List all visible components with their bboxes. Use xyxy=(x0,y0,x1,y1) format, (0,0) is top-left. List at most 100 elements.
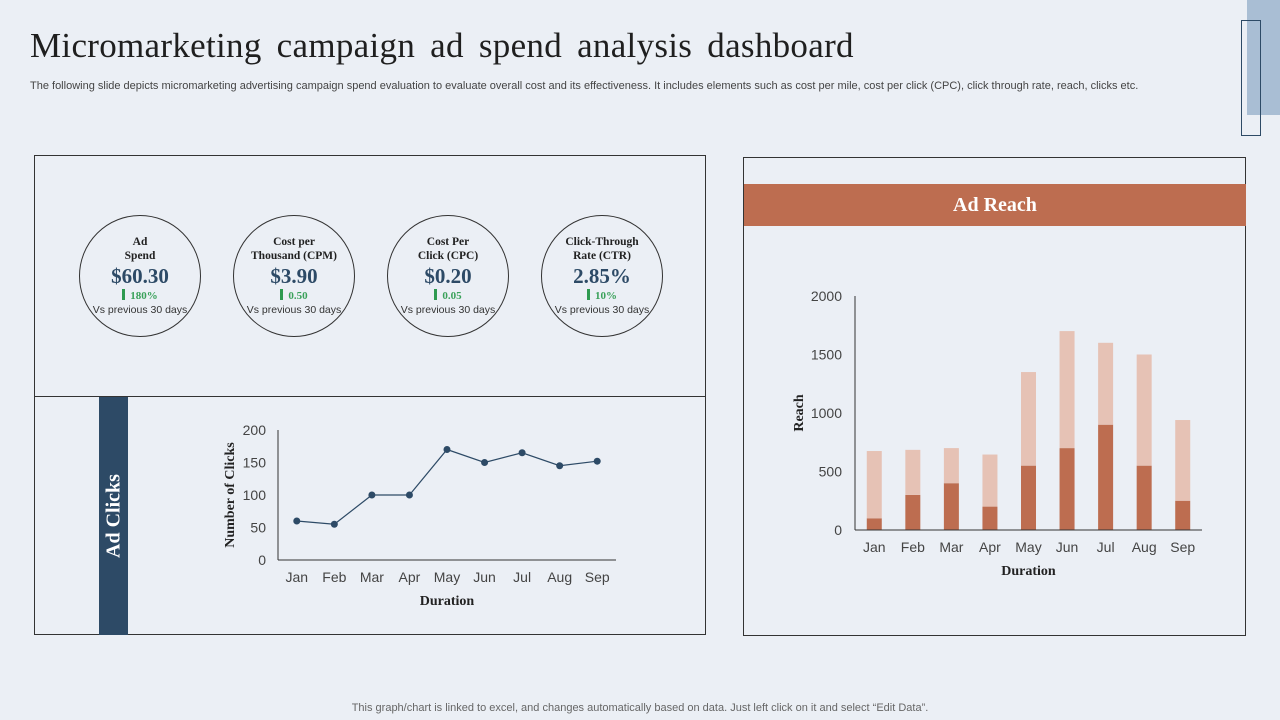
kpi-compare: Vs previous 30 days xyxy=(246,304,342,316)
up-arrow-icon xyxy=(122,289,126,300)
x-tick-label: Feb xyxy=(901,539,925,555)
corner-decoration-fill xyxy=(1247,0,1280,115)
up-arrow-icon xyxy=(587,289,590,300)
clicks-data-point xyxy=(443,446,451,453)
page-title: Micromarketing campaign ad spend analysi… xyxy=(30,26,854,65)
clicks-data-point xyxy=(593,457,601,465)
x-tick-label: Apr xyxy=(399,569,421,585)
kpi-cpm: Cost per Thousand (CPM) $3.90 0.50 Vs pr… xyxy=(233,215,355,337)
y-tick-label: 1000 xyxy=(811,405,842,421)
kpi-label: Click-Through Rate (CTR) xyxy=(542,235,662,263)
kpi-label: Cost Per Click (CPC) xyxy=(388,235,508,263)
kpi-label: Cost per Thousand (CPM) xyxy=(234,235,354,263)
y-axis-title: Number of Clicks xyxy=(223,442,238,548)
reach-bar-segment-light xyxy=(1098,342,1114,425)
clicks-data-point xyxy=(368,491,376,499)
kpi-label-line1: Cost Per xyxy=(426,236,470,248)
kpi-value: $60.30 xyxy=(111,264,169,288)
x-tick-label: May xyxy=(434,569,460,585)
y-tick-label: 0 xyxy=(834,522,842,538)
kpi-delta: 10% xyxy=(542,289,662,302)
x-tick-label: Feb xyxy=(322,569,346,585)
kpi-label-line2: Spend xyxy=(124,250,156,262)
reach-bar-segment-dark xyxy=(1098,424,1114,530)
kpi-label-line1: Cost per xyxy=(273,236,315,248)
x-tick-label: Sep xyxy=(1170,539,1195,555)
corner-decoration-outline xyxy=(1241,20,1261,136)
x-tick-label: Jan xyxy=(285,569,308,585)
clicks-data-point xyxy=(518,449,526,457)
x-tick-label: Apr xyxy=(979,539,1001,555)
y-tick-label: 2000 xyxy=(811,288,842,304)
kpi-ad-spend: Ad Spend $60.30 180% Vs previous 30 days xyxy=(79,215,201,337)
x-tick-label: Aug xyxy=(547,569,572,585)
x-tick-label: May xyxy=(1015,539,1041,555)
reach-bar-segment-light xyxy=(1021,372,1036,466)
up-arrow-icon xyxy=(434,289,438,300)
x-tick-label: Mar xyxy=(939,539,963,555)
y-tick-label: 0 xyxy=(258,552,266,568)
reach-bar-segment-light xyxy=(1059,331,1075,449)
kpi-label-line2: Click (CPC) xyxy=(417,250,479,262)
kpi-label-line2: Thousand (CPM) xyxy=(251,250,337,262)
reach-bar-segment-light xyxy=(866,451,882,519)
reach-bar-segment-dark xyxy=(1021,465,1036,530)
x-axis-title: Duration xyxy=(420,594,475,609)
x-axis-title: Duration xyxy=(1001,564,1056,579)
y-tick-label: 500 xyxy=(819,464,843,480)
x-tick-label: Jan xyxy=(863,539,886,555)
kpi-delta: 180% xyxy=(80,289,200,302)
reach-bar-segment-dark xyxy=(1175,500,1191,530)
x-tick-label: Jul xyxy=(1097,539,1115,555)
reach-bar-segment-dark xyxy=(1059,448,1075,530)
x-tick-label: Aug xyxy=(1132,539,1157,555)
reach-bar-segment-dark xyxy=(1136,465,1152,530)
x-tick-label: Jun xyxy=(473,569,496,585)
kpi-delta-value: 0.05 xyxy=(442,290,462,302)
kpi-label-line1: Click-Through xyxy=(565,236,639,248)
clicks-data-point xyxy=(481,459,489,466)
clicks-data-point xyxy=(556,462,564,470)
panel-divider xyxy=(34,396,706,397)
reach-bar-segment-light xyxy=(905,449,921,495)
kpi-label-line2: Rate (CTR) xyxy=(573,250,631,262)
ad-reach-panel xyxy=(743,157,1246,636)
reach-bar-segment-light xyxy=(1136,354,1152,466)
reach-bar-segment-dark xyxy=(866,518,882,530)
kpi-delta-value: 180% xyxy=(130,290,158,302)
kpi-delta-value: 10% xyxy=(595,290,617,302)
reach-bar-segment-dark xyxy=(905,494,921,530)
kpi-value: $3.90 xyxy=(270,264,318,288)
reach-bar-segment-light xyxy=(943,448,959,484)
kpi-label: Ad Spend xyxy=(80,235,200,263)
kpi-compare: Vs previous 30 days xyxy=(400,304,496,316)
kpi-compare: Vs previous 30 days xyxy=(92,304,188,316)
y-tick-label: 50 xyxy=(250,520,266,536)
y-axis-title: Reach xyxy=(792,394,807,432)
y-tick-label: 1500 xyxy=(811,347,842,363)
x-tick-label: Jun xyxy=(1056,539,1079,555)
y-tick-label: 100 xyxy=(243,487,267,503)
x-tick-label: Sep xyxy=(585,569,610,585)
up-arrow-icon xyxy=(280,289,284,300)
ad-clicks-band: Ad Clicks xyxy=(99,397,128,635)
kpi-delta-value: 0.50 xyxy=(288,290,308,302)
kpi-delta: 0.50 xyxy=(234,289,354,302)
footer-note: This graph/chart is linked to excel, and… xyxy=(351,702,929,714)
kpi-value: 2.85% xyxy=(573,264,631,288)
kpi-ctr: Click-Through Rate (CTR) 2.85% 10% Vs pr… xyxy=(541,215,663,337)
clicks-data-point xyxy=(405,491,413,499)
kpi-label-line1: Ad xyxy=(132,236,148,248)
y-tick-label: 200 xyxy=(243,422,267,438)
reach-bar-segment-light xyxy=(1175,420,1191,501)
reach-bar-segment-dark xyxy=(943,483,959,530)
kpi-delta: 0.05 xyxy=(388,289,508,302)
page-subtitle: The following slide depicts micromarketi… xyxy=(30,80,1139,92)
left-panel xyxy=(34,155,706,635)
kpi-cpc: Cost Per Click (CPC) $0.20 0.05 Vs previ… xyxy=(387,215,509,337)
x-tick-label: Jul xyxy=(513,569,531,585)
x-tick-label: Mar xyxy=(360,569,384,585)
clicks-data-point xyxy=(293,517,301,525)
